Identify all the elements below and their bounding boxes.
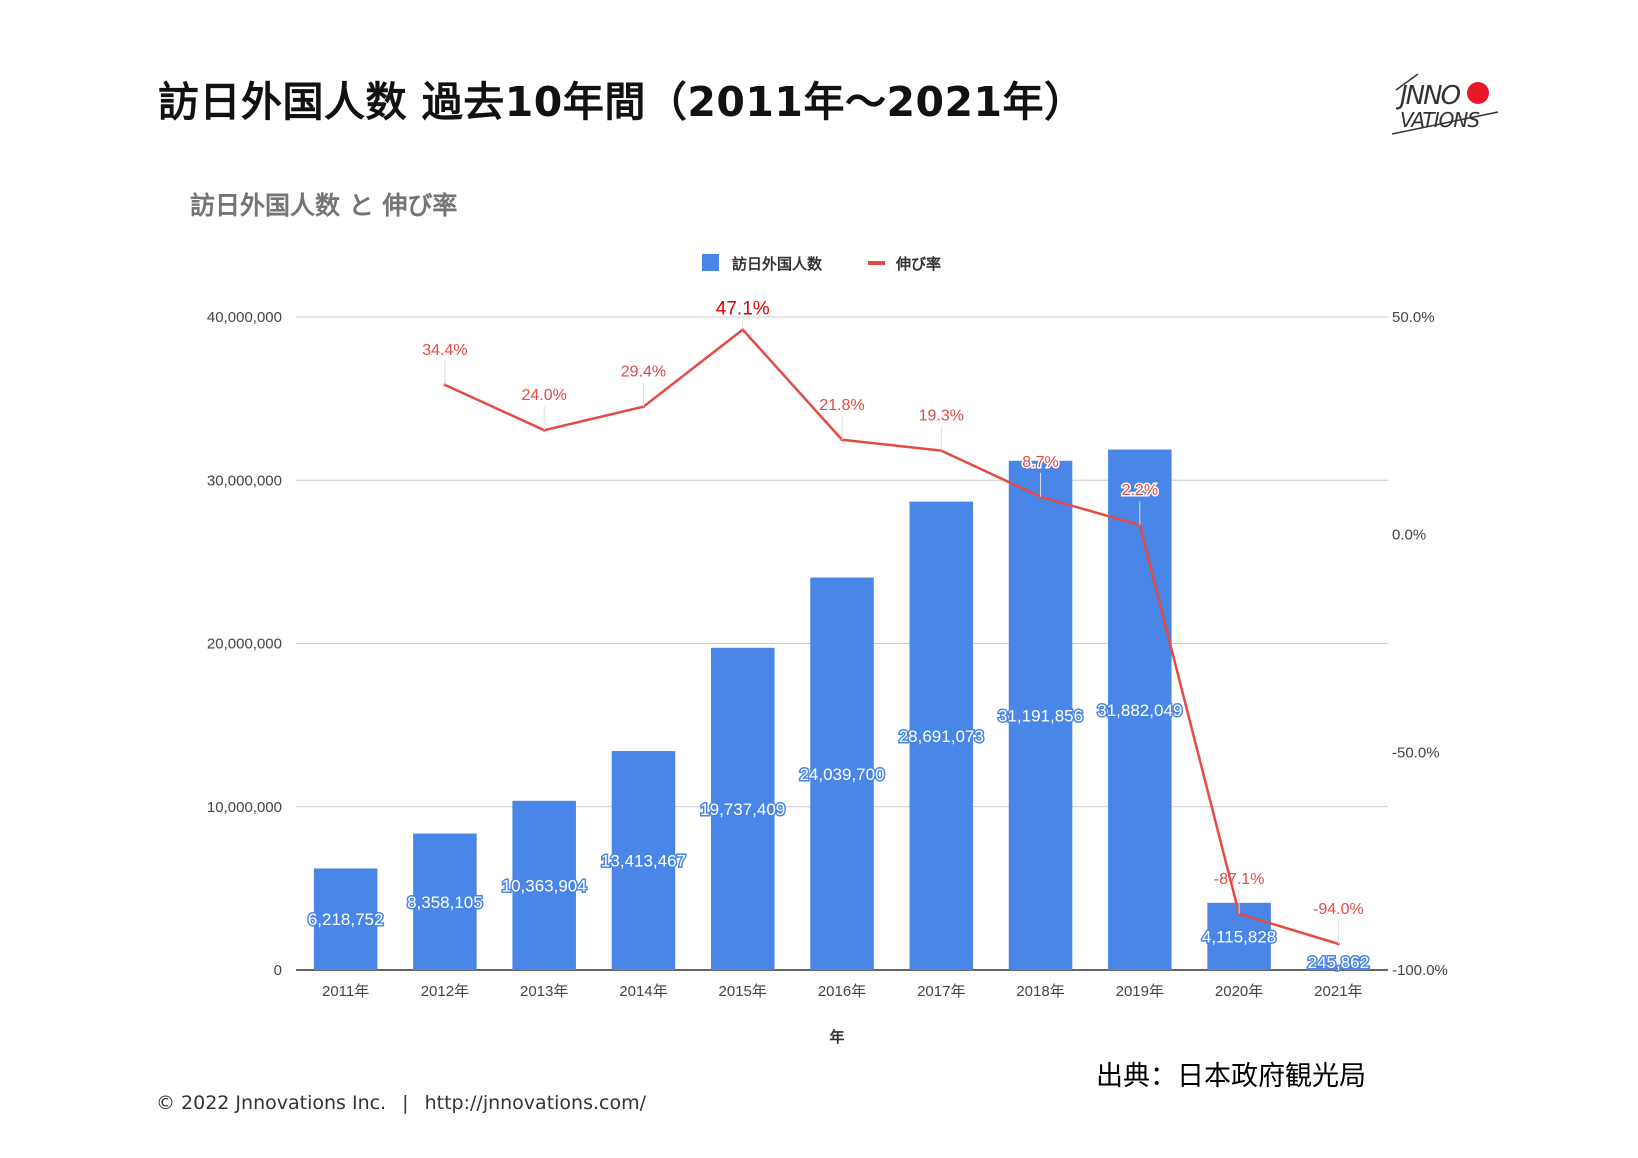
x-tick-label: 2016年 [818,983,866,1000]
x-tick-label: 2011年 [322,983,369,1000]
bar-value-label: 13,413,467 [601,852,686,871]
y2-tick-label: -100.0% [1392,962,1448,979]
bar [313,868,378,970]
x-tick-label: 2021年 [1314,983,1362,1000]
bar-value-label: 24,039,700 [799,765,884,784]
bar [512,800,576,970]
x-tick-label: 2013年 [520,983,568,1000]
jnnovations-logo-icon: JNNO VATIONS [1391,73,1499,135]
legend-label-growth: 伸び率 [895,255,941,273]
x-tick-label: 2015年 [719,983,767,1000]
footer-url-link[interactable]: http://jnnovations.com/ [424,1092,647,1114]
growth-value-label: -94.0% [1313,901,1364,918]
growth-line [444,328,1339,946]
bar-value-label: 31,882,049 [1097,701,1182,720]
chart-title: 訪日外国人数 と 伸び率 [190,191,458,220]
growth-value-label: -87.1% [1214,871,1265,888]
y-axis-right: -100.0% -50.0% 0.0% 50.0% [1392,309,1448,979]
y-axis-left: 0 10,000,000 20,000,000 30,000,000 40,000,00… [207,309,282,979]
bar-series: 6,218,752 8,358,105 10,363,904 13,413,467 19… [306,449,1371,974]
y-tick-label: 30,000,000 [207,472,282,489]
bar-value-label: 245,862 [1308,953,1369,972]
y2-tick-label: 50.0% [1392,309,1435,326]
legend: 訪日外国人数 伸び率 [702,254,941,273]
logo-text-bottom: VATIONS [1400,108,1480,132]
source-note: 出典：日本政府観光局 [1096,1061,1366,1092]
growth-value-label: 2.2% [1122,482,1158,499]
y2-tick-label: 0.0% [1392,527,1426,544]
x-tick-label: 2017年 [917,983,965,1000]
legend-swatch-line [868,261,885,265]
line-series: 34.4% 24.0% 29.4% 47.1% 21.8% 19.3% 8.7% 2.2% -8… [422,299,1364,946]
y-tick-label: 10,000,000 [207,799,282,816]
bar-value-label: 10,363,904 [502,876,587,895]
bar [611,751,676,970]
x-axis: 2011年 2012年 2013年 2014年 2015年 2016年 2017年 2018年… [322,983,1363,1000]
bar-value-label: 8,358,105 [407,893,483,912]
growth-value-label: 47.1% [716,299,770,320]
legend-label-visitors: 訪日外国人数 [732,255,823,273]
bar-value-label: 4,115,828 [1202,927,1276,946]
y2-tick-label: -50.0% [1392,744,1440,761]
x-tick-label: 2018年 [1016,983,1064,1000]
bar-value-label: 28,691,073 [899,727,984,746]
bar-value-label: 19,737,409 [700,800,785,819]
bar-value-label: 31,191,856 [998,706,1083,725]
legend-swatch-bar [702,254,719,271]
growth-value-label: 29.4% [621,364,666,381]
x-tick-label: 2012年 [421,983,469,1000]
growth-value-label: 21.8% [819,397,864,414]
bar [710,647,775,970]
y-tick-label: 0 [274,962,282,979]
growth-value-label: 19.3% [919,408,964,425]
growth-value-label: 8.7% [1022,454,1058,471]
bar [413,833,477,970]
growth-value-label: 34.4% [422,342,467,359]
bar [1306,965,1371,970]
page-title: 訪日外国人数 過去10年間（2011年～2021年） [158,78,1086,126]
x-tick-label: 2019年 [1116,983,1164,1000]
logo-text-top: JNNO [1395,81,1461,111]
bar [909,501,974,970]
company-logo: JNNO VATIONS [1386,72,1506,142]
x-tick-label: 2020年 [1215,983,1263,1000]
bar-value-label: 6,218,752 [308,910,384,929]
footer: © 2022 Jnnovations Inc. | http://jnnovat… [156,1092,646,1114]
y-tick-label: 40,000,000 [207,309,282,326]
bar [810,577,874,970]
footer-separator: | [402,1092,409,1114]
bar [1108,449,1172,971]
growth-value-label: 24.0% [521,387,566,404]
y-tick-label: 20,000,000 [207,636,282,653]
x-tick-label: 2014年 [619,983,667,1000]
copyright-text: © 2022 Jnnovations Inc. [156,1092,387,1114]
x-axis-title: 年 [829,1028,844,1046]
bar [1008,460,1073,970]
